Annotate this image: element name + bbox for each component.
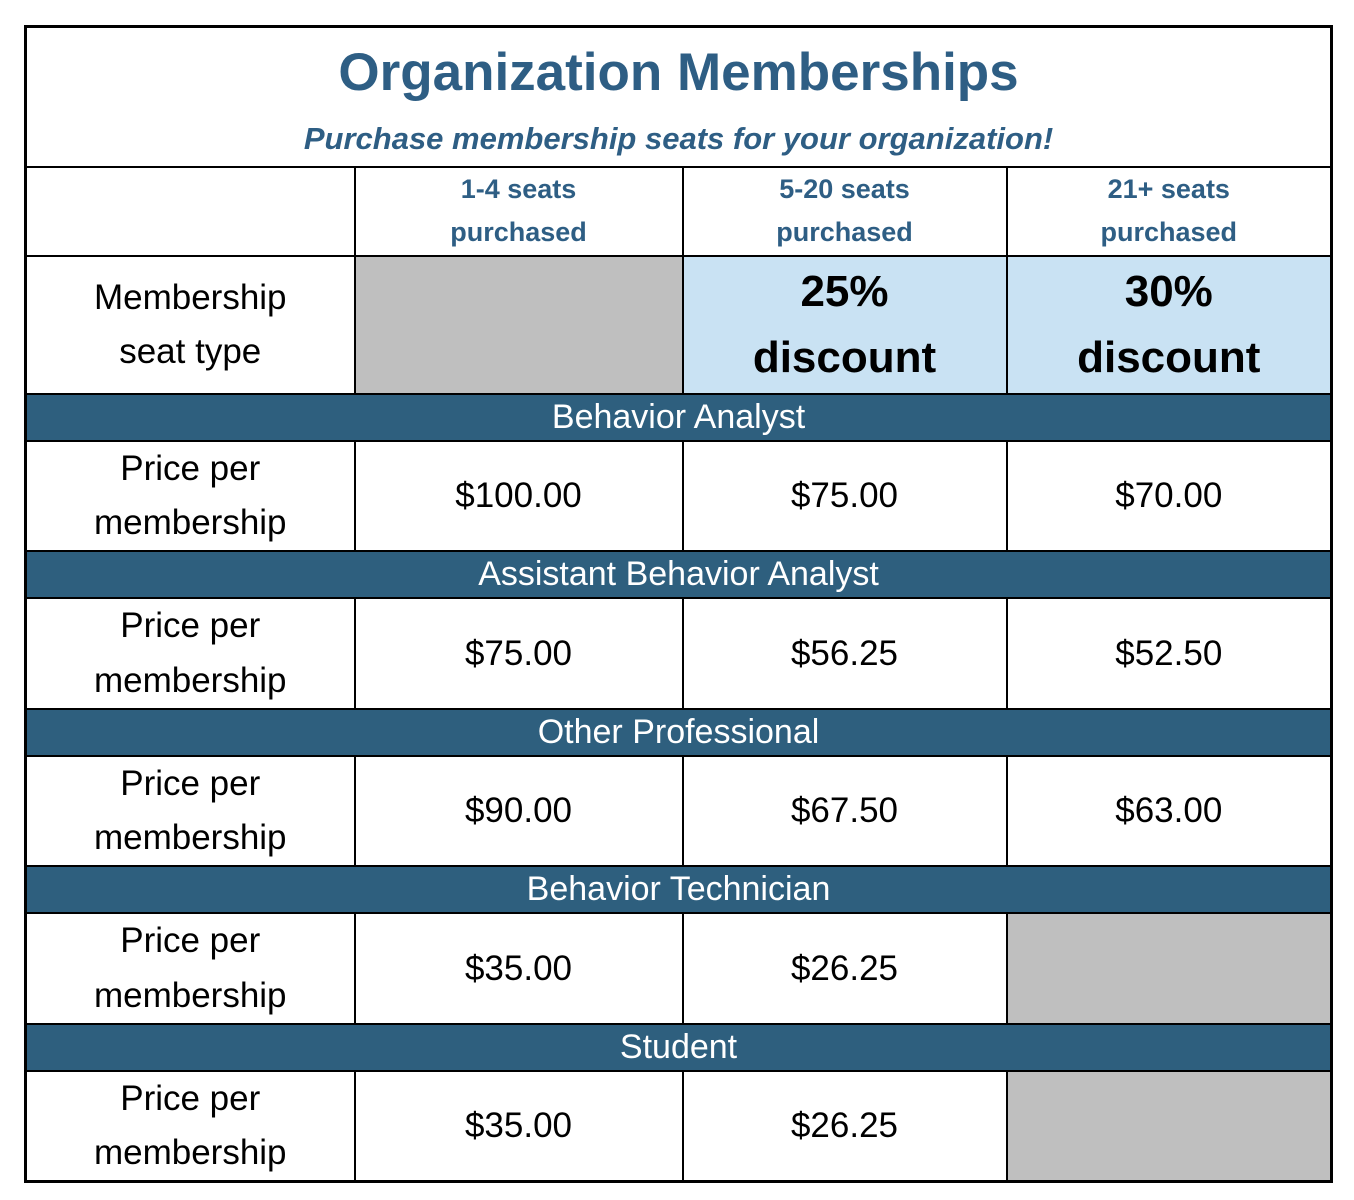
section-banner-assistant-behavior-analyst: Assistant Behavior Analyst bbox=[24, 550, 1333, 600]
section-title: Student bbox=[619, 1027, 738, 1066]
price-row-behavior-analyst: Price per membership $100.00 $75.00 $70.… bbox=[24, 439, 1333, 553]
section-banner-behavior-analyst: Behavior Analyst bbox=[24, 392, 1333, 442]
price-label: Price per membership bbox=[93, 448, 287, 543]
discount-25-label: 25% discount bbox=[752, 266, 937, 382]
price-label-cell: Price per membership bbox=[24, 754, 356, 868]
price-row-assistant-behavior-analyst: Price per membership $75.00 $56.25 $52.5… bbox=[24, 597, 1333, 710]
price-cell-tier1: $90.00 bbox=[353, 754, 684, 868]
seat-header-21plus-cell: 21+ seats purchased bbox=[1005, 165, 1333, 257]
price-label-cell: Price per membership bbox=[24, 1069, 356, 1183]
price-cell-tier2: $26.25 bbox=[681, 912, 1008, 1025]
price-value: $100.00 bbox=[455, 476, 582, 516]
price-row-student: Price per membership $35.00 $26.25 bbox=[24, 1069, 1333, 1183]
page-subtitle: Purchase membership seats for your organ… bbox=[303, 121, 1054, 157]
price-value: $35.00 bbox=[464, 948, 573, 988]
price-value: $67.50 bbox=[790, 791, 899, 831]
seat-header-row: 1-4 seats purchased 5-20 seats purchased… bbox=[24, 165, 1333, 257]
section-banner-other-professional: Other Professional bbox=[24, 707, 1333, 757]
section-title: Other Professional bbox=[537, 712, 820, 751]
title-cell: Organization Memberships Purchase member… bbox=[24, 25, 1333, 168]
price-value: $26.25 bbox=[790, 948, 899, 988]
price-value: $56.25 bbox=[790, 633, 899, 673]
price-cell-tier1: $35.00 bbox=[353, 912, 684, 1025]
price-cell-tier1: $75.00 bbox=[353, 597, 684, 710]
section-title: Behavior Technician bbox=[526, 870, 831, 909]
discount-30-label: 30% discount bbox=[1077, 266, 1261, 382]
membership-seat-type-label: Membership seat type bbox=[93, 277, 287, 371]
seat-header-5to20: 5-20 seats purchased bbox=[776, 173, 913, 248]
price-label-cell: Price per membership bbox=[24, 597, 356, 710]
price-value: $52.50 bbox=[1115, 633, 1223, 673]
page-title: Organization Memberships bbox=[338, 43, 1019, 103]
price-value: $63.00 bbox=[1115, 791, 1223, 831]
price-cell-tier2: $75.00 bbox=[681, 439, 1008, 553]
discount-25-cell: 25% discount bbox=[681, 254, 1008, 395]
price-row-behavior-technician: Price per membership $35.00 $26.25 bbox=[24, 912, 1333, 1025]
section-title: Behavior Analyst bbox=[551, 397, 806, 436]
seat-header-5to20-cell: 5-20 seats purchased bbox=[681, 165, 1008, 257]
price-cell-tier3: $52.50 bbox=[1005, 597, 1333, 710]
price-value: $26.25 bbox=[790, 1106, 899, 1146]
seat-header-1to4-cell: 1-4 seats purchased bbox=[353, 165, 684, 257]
price-label: Price per membership bbox=[93, 606, 287, 700]
membership-seat-type-cell: Membership seat type bbox=[24, 254, 356, 395]
price-label: Price per membership bbox=[93, 1078, 287, 1173]
discount-30-cell: 30% discount bbox=[1005, 254, 1333, 395]
price-label-cell: Price per membership bbox=[24, 439, 356, 553]
price-value: $70.00 bbox=[1115, 476, 1223, 516]
title-row: Organization Memberships Purchase member… bbox=[24, 25, 1333, 168]
price-cell-tier1: $100.00 bbox=[353, 439, 684, 553]
section-banner-student: Student bbox=[24, 1022, 1333, 1072]
price-cell-tier3: $63.00 bbox=[1005, 754, 1333, 868]
price-cell-tier3: $70.00 bbox=[1005, 439, 1333, 553]
section-banner-behavior-technician: Behavior Technician bbox=[24, 865, 1333, 915]
pricing-table: Organization Memberships Purchase member… bbox=[24, 25, 1334, 1184]
price-label: Price per membership bbox=[93, 921, 287, 1015]
price-cell-tier3-unavailable bbox=[1005, 1069, 1333, 1183]
price-value: $75.00 bbox=[464, 633, 573, 673]
price-label: Price per membership bbox=[93, 763, 287, 858]
no-discount-cell bbox=[353, 254, 684, 395]
price-cell-tier2: $67.50 bbox=[681, 754, 1008, 868]
section-title: Assistant Behavior Analyst bbox=[478, 555, 879, 594]
price-row-other-professional: Price per membership $90.00 $67.50 $63.0… bbox=[24, 754, 1333, 868]
seat-header-1to4: 1-4 seats purchased bbox=[450, 173, 587, 248]
price-value: $35.00 bbox=[464, 1106, 573, 1146]
price-cell-tier1: $35.00 bbox=[353, 1069, 684, 1183]
price-cell-tier2: $26.25 bbox=[681, 1069, 1008, 1183]
price-value: $75.00 bbox=[790, 476, 899, 516]
price-cell-tier2: $56.25 bbox=[681, 597, 1008, 710]
price-value: $90.00 bbox=[464, 791, 573, 831]
price-label-cell: Price per membership bbox=[24, 912, 356, 1025]
seat-header-empty-cell bbox=[24, 165, 356, 257]
price-cell-tier3-unavailable bbox=[1005, 912, 1333, 1025]
seat-type-row: Membership seat type 25% discount 30% di… bbox=[24, 254, 1333, 395]
seat-header-21plus: 21+ seats purchased bbox=[1100, 173, 1238, 248]
